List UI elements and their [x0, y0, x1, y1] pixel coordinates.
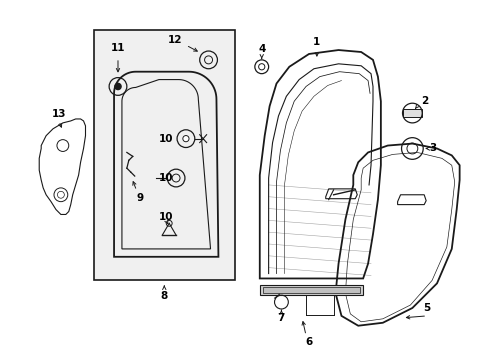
Text: 2: 2 [421, 96, 429, 106]
Text: 11: 11 [111, 43, 125, 53]
Circle shape [183, 136, 189, 142]
Bar [95, 30, 235, 280]
Bar [402, 109, 422, 117]
Text: 6: 6 [305, 337, 313, 347]
Text: 1: 1 [313, 37, 320, 47]
Circle shape [115, 84, 121, 90]
Text: 7: 7 [278, 313, 285, 323]
Text: 10: 10 [159, 134, 173, 144]
Text: 10: 10 [159, 173, 173, 183]
Text: 3: 3 [429, 144, 437, 153]
Text: 5: 5 [423, 303, 431, 313]
Bar [263, 287, 360, 293]
Text: 4: 4 [258, 44, 266, 54]
Text: 8: 8 [161, 291, 168, 301]
Text: 10: 10 [159, 212, 173, 222]
Text: 9: 9 [136, 193, 143, 203]
Text: 13: 13 [51, 109, 66, 119]
Bar [260, 285, 363, 295]
Text: 12: 12 [168, 35, 182, 45]
